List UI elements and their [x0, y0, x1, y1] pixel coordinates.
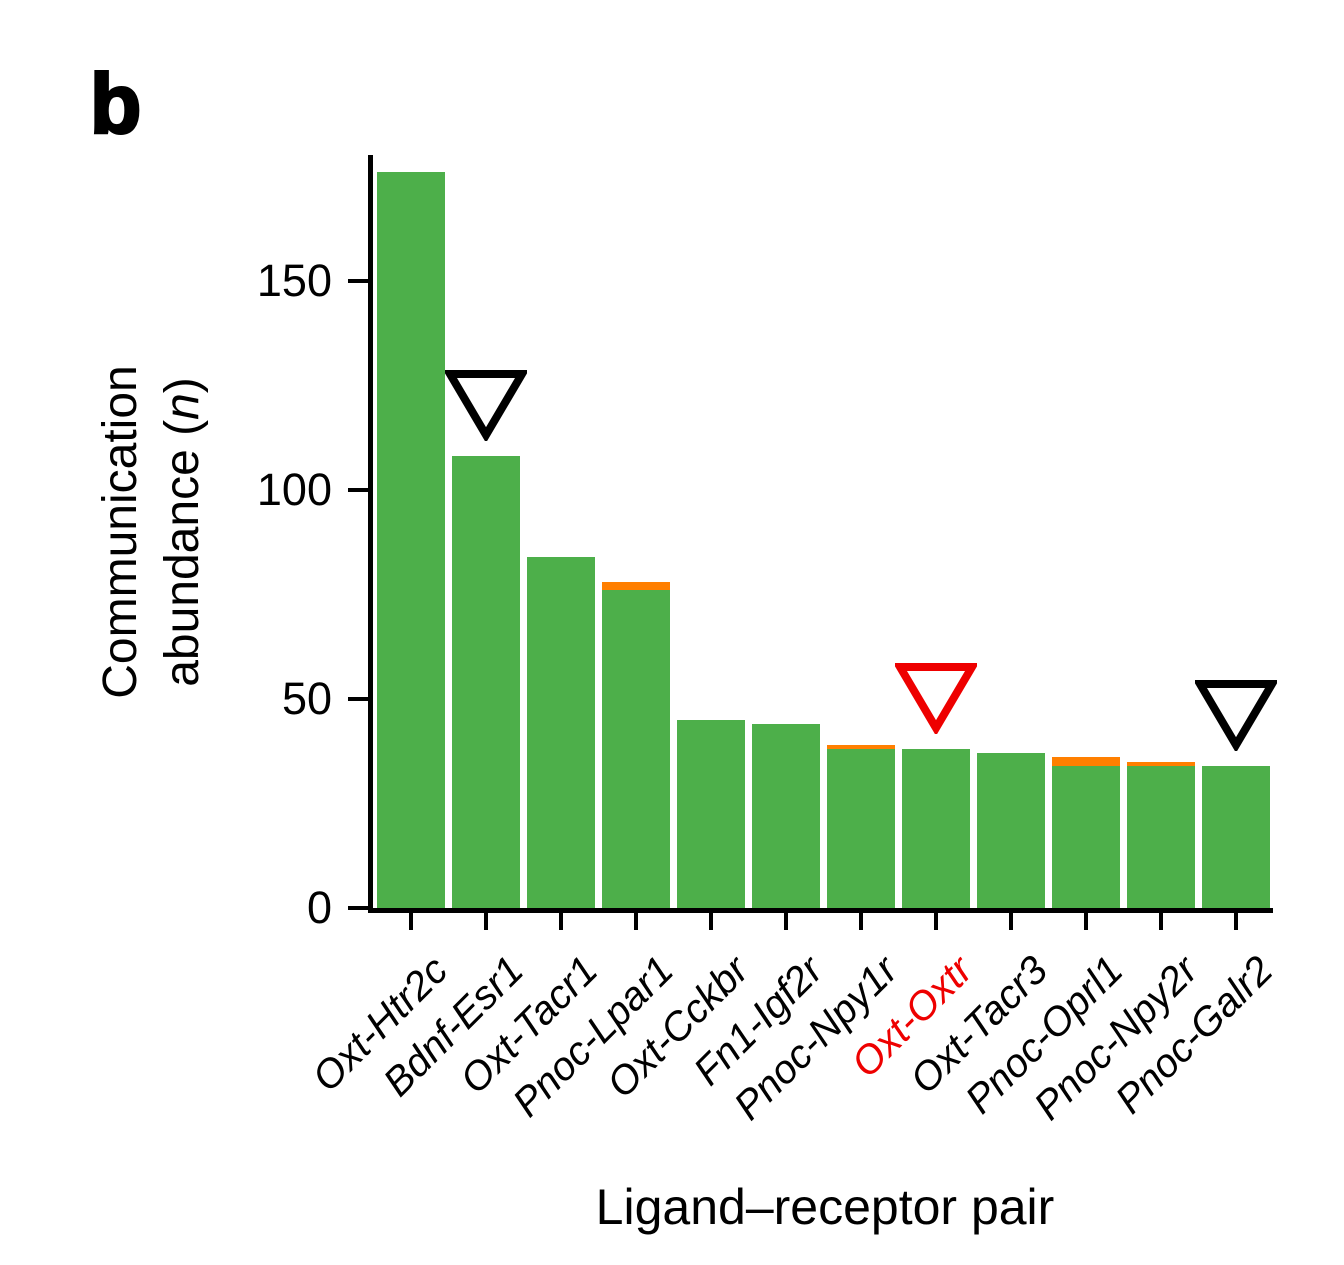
panel-label: b: [88, 57, 142, 151]
x-tick-fn1-igf2r: [783, 910, 788, 930]
y-axis-title-line1: Communication: [94, 365, 147, 699]
x-tick-oxt-oxtr: [933, 910, 938, 930]
x-tick-pnoc-npy1r: [858, 910, 863, 930]
x-axis-line: [368, 908, 1273, 913]
bar-pnoc-npy2r: [1126, 765, 1195, 908]
triangle-down-marker-pnoc-galr2: [1194, 679, 1277, 751]
y-axis-title-line2-prefix: abundance (: [156, 419, 209, 687]
bar-pnoc-galr2: [1201, 765, 1270, 908]
y-tick-0: [348, 906, 368, 910]
bar-bdnf-esr1: [451, 456, 520, 908]
triangle-down-marker-oxt-oxtr: [894, 663, 977, 734]
y-tick-label-0: 0: [306, 882, 332, 933]
x-tick-oxt-tacr1: [558, 910, 563, 930]
y-tick-label-50: 50: [281, 672, 332, 724]
x-tick-pnoc-npy2r: [1158, 910, 1163, 930]
bar-pnoc-npy1r-secondary: [826, 744, 895, 750]
bar-pnoc-npy2r-secondary: [1126, 761, 1195, 766]
y-tick-label-150: 150: [256, 254, 332, 306]
bar-oxt-cckbr: [676, 719, 745, 909]
x-tick-oxt-htr2c: [408, 910, 413, 930]
bar-pnoc-lpar1: [601, 590, 670, 908]
bar-oxt-tacr3: [976, 753, 1045, 908]
bar-pnoc-oprl1-secondary: [1051, 757, 1120, 766]
bar-oxt-htr2c: [376, 171, 445, 908]
bar-fn1-igf2r: [751, 723, 820, 908]
y-tick-50: [348, 696, 368, 701]
y-tick-100: [348, 487, 368, 492]
y-axis-title-italic-n: n: [156, 393, 209, 420]
bar-oxt-tacr1: [526, 556, 595, 908]
x-tick-oxt-tacr3: [1008, 910, 1013, 930]
x-tick-pnoc-oprl1: [1083, 910, 1088, 930]
y-tick-label-100: 100: [256, 463, 332, 515]
y-tick-150: [348, 278, 368, 283]
triangle-down-marker-bdnf-esr1: [444, 370, 527, 442]
bar-oxt-oxtr: [901, 749, 970, 908]
x-tick-pnoc-galr2: [1233, 910, 1238, 930]
x-tick-bdnf-esr1: [483, 910, 488, 930]
x-tick-oxt-cckbr: [708, 910, 713, 930]
x-tick-pnoc-lpar1: [633, 910, 638, 930]
bar-pnoc-npy1r: [826, 749, 895, 908]
x-axis-title: Ligand–receptor pair: [595, 1179, 1055, 1235]
bar-pnoc-oprl1: [1051, 765, 1120, 908]
y-axis-title-suffix: ): [156, 377, 209, 394]
bar-pnoc-lpar1-secondary: [601, 581, 670, 591]
y-axis-line: [368, 155, 373, 912]
y-axis-title: Communication abundance (n): [90, 365, 214, 698]
